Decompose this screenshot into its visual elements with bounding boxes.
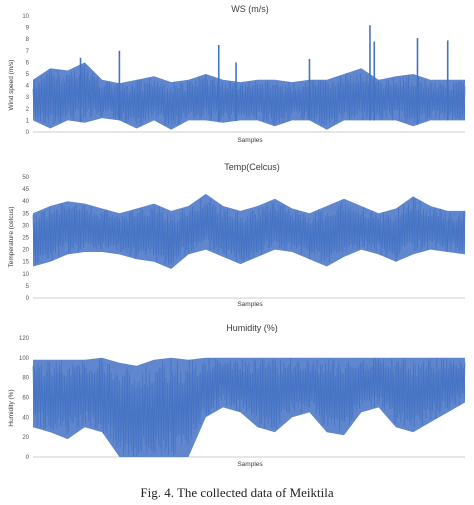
humidity-panel: Humidity (%) Humidity (%) 0 20 40 60 80 100 12…: [8, 323, 466, 468]
x-axis-label: Samples: [237, 461, 263, 468]
y-tick-label: 10: [22, 14, 29, 20]
y-tick-label: 40: [22, 415, 29, 421]
y-axis-label: Temperature (celcus): [8, 206, 15, 267]
y-tick-label: 10: [22, 272, 29, 278]
chart-title: Humidity (%): [226, 323, 278, 333]
x-axis-label: Samples: [237, 137, 263, 144]
y-tick-label: 5: [26, 284, 30, 290]
y-tick-label: 7: [26, 49, 30, 55]
plot-area: [32, 193, 466, 269]
y-tick-label: 35: [22, 211, 29, 217]
y-tick-label: 60: [22, 396, 29, 402]
y-tick-label: 25: [22, 236, 29, 242]
y-tick-label: 0: [26, 130, 30, 136]
series-line: [32, 65, 466, 127]
y-tick-label: 100: [19, 356, 30, 362]
y-tick-label: 40: [22, 199, 29, 205]
chart-title: Temp(Celcus): [224, 162, 280, 172]
series-line: [32, 197, 466, 266]
y-tick-label: 0: [26, 455, 30, 461]
y-tick-label: 5: [26, 72, 30, 78]
y-tick-label: 120: [19, 336, 30, 342]
y-tick-label: 45: [22, 187, 29, 193]
figure-caption: Fig. 4. The collected data of Meiktila: [140, 485, 333, 500]
y-tick-label: 30: [22, 223, 29, 229]
y-tick-label: 20: [22, 435, 29, 441]
y-tick-label: 6: [26, 60, 30, 66]
x-axis-label: Samples: [237, 301, 263, 308]
y-tick-label: 2: [26, 107, 30, 113]
y-tick-labels: 0 1 2 3 4 5 6 7 8 9 10: [22, 14, 29, 136]
y-tick-label: 50: [22, 175, 29, 181]
plot-area: [32, 25, 466, 130]
y-tick-labels: 0 5 10 15 20 25 30 35 40 45 50: [22, 175, 29, 302]
wind-speed-panel: WS (m/s) Wind speed (m/s) 0 1 2 3 4 5 6 7 8 9 10 S…: [8, 4, 466, 144]
chart-title: WS (m/s): [231, 4, 269, 14]
plot-area: [32, 357, 466, 457]
y-tick-label: 80: [22, 376, 29, 382]
y-tick-label: 1: [26, 118, 30, 124]
y-axis-label: Humidity (%): [8, 389, 15, 426]
y-tick-labels: 0 20 40 60 80 100 120: [19, 336, 30, 461]
y-tick-label: 0: [26, 296, 30, 302]
series-line: [32, 357, 466, 457]
y-tick-label: 4: [26, 84, 30, 90]
y-tick-label: 8: [26, 37, 30, 43]
temperature-panel: Temp(Celcus) Temperature (celcus) 0 5 10 15…: [8, 162, 466, 308]
y-tick-label: 3: [26, 95, 30, 101]
y-axis-label: Wind speed (m/s): [8, 60, 15, 111]
y-tick-label: 20: [22, 248, 29, 254]
y-tick-label: 9: [26, 26, 30, 32]
y-tick-label: 15: [22, 260, 29, 266]
